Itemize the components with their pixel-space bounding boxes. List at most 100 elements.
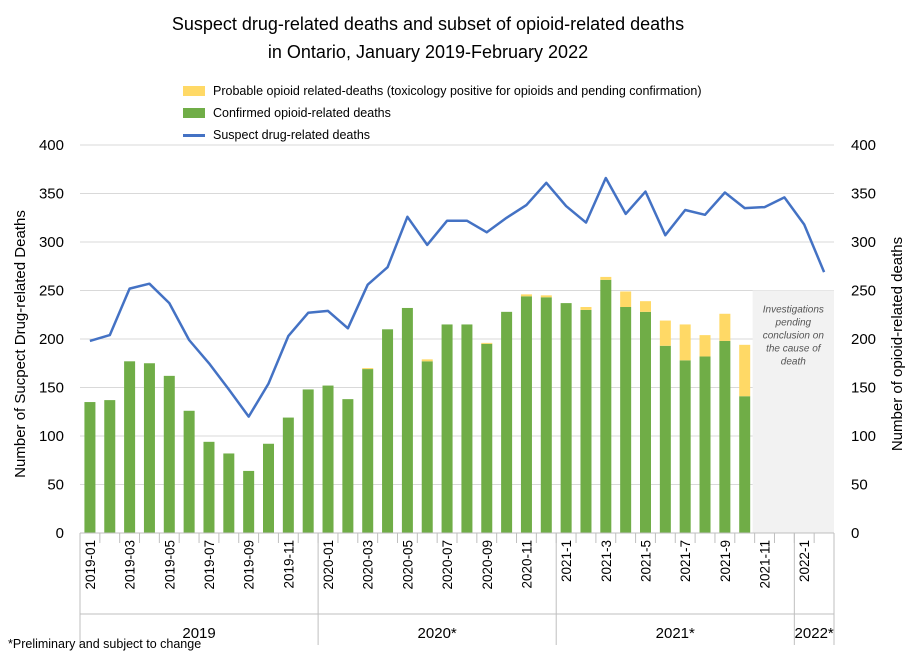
bar-confirmed-2021-6 — [659, 345, 671, 533]
y-tick-left-0: 0 — [56, 525, 64, 542]
legend-item-confirmed: Confirmed opioid-related deaths — [183, 102, 702, 124]
bar-confirmed-2020-11 — [520, 296, 532, 533]
x-tick-label-2020-05: 2020-05 — [400, 540, 415, 590]
y-tick-left-3: 150 — [39, 380, 64, 397]
y-tick-right-4: 200 — [851, 331, 876, 348]
x-tick-label-2021-11: 2021-11 — [758, 540, 773, 589]
bar-probable-2020-11 — [520, 294, 532, 297]
bar-probable-2021-8 — [699, 335, 711, 357]
bar-confirmed-2021-4 — [620, 306, 632, 533]
bar-confirmed-2021-9 — [719, 340, 731, 533]
y-tick-left-8: 400 — [39, 137, 64, 154]
y-tick-right-6: 300 — [851, 234, 876, 251]
legend-label-probable: Probable opioid related-deaths (toxicolo… — [213, 84, 702, 98]
bar-probable-2021-9 — [719, 313, 731, 341]
bar-confirmed-2020-05 — [401, 307, 413, 533]
y-tick-right-8: 400 — [851, 137, 876, 154]
x-tick-label-2020-07: 2020-07 — [440, 540, 455, 590]
bar-probable-2021-6 — [659, 320, 671, 346]
bar-confirmed-2020-02 — [342, 399, 354, 533]
legend-item-probable: Probable opioid related-deaths (toxicolo… — [183, 80, 702, 102]
x-tick-label-2021-5: 2021-5 — [639, 540, 654, 582]
y-tick-right-0: 0 — [851, 525, 859, 542]
bar-probable-2021-2 — [580, 306, 592, 310]
bar-probable-2021-5 — [640, 301, 651, 312]
legend-swatch-probable — [183, 86, 205, 96]
bar-confirmed-2019-03 — [124, 361, 136, 533]
bar-confirmed-2019-11 — [282, 417, 294, 533]
bar-confirmed-2021-3 — [600, 279, 612, 533]
y-tick-right-1: 50 — [851, 477, 868, 494]
bar-confirmed-2021-8 — [699, 356, 711, 533]
year-label-2: 2021* — [656, 625, 695, 642]
bar-confirmed-2020-12 — [540, 297, 552, 533]
x-tick-label-2021-7: 2021-7 — [678, 540, 693, 582]
bar-confirmed-2019-12 — [302, 389, 314, 533]
bar-confirmed-2021-5 — [640, 311, 651, 533]
bar-probable-2020-03 — [362, 368, 374, 370]
bar-probable-2020-06 — [421, 359, 433, 362]
x-tick-label-2019-03: 2019-03 — [123, 540, 138, 590]
x-tick-label-2020-03: 2020-03 — [361, 540, 376, 590]
y-tick-left-7: 350 — [39, 186, 64, 203]
x-tick-label-2021-1: 2021-1 — [559, 540, 574, 582]
x-tick-label-2019-11: 2019-11 — [281, 540, 296, 589]
legend: Probable opioid related-deaths (toxicolo… — [183, 80, 702, 146]
legend-label-suspect: Suspect drug-related deaths — [213, 128, 371, 142]
bar-confirmed-2021-10 — [739, 396, 751, 533]
bar-confirmed-2019-07 — [203, 441, 215, 533]
chart-title: Suspect drug-related deaths and subset o… — [0, 10, 856, 66]
y-tick-left-1: 50 — [47, 477, 64, 494]
bar-confirmed-2019-09 — [243, 470, 255, 533]
x-tick-label-2021-3: 2021-3 — [599, 540, 614, 582]
y-tick-right-5: 250 — [851, 283, 876, 300]
y-tick-right-7: 350 — [851, 186, 876, 203]
y-tick-left-2: 100 — [39, 428, 64, 445]
bar-confirmed-2020-09 — [481, 343, 493, 533]
bar-confirmed-2021-2 — [580, 309, 592, 533]
bar-probable-2021-3 — [600, 276, 612, 280]
bar-confirmed-2020-08 — [461, 324, 473, 533]
bar-confirmed-2020-01 — [322, 385, 334, 533]
bar-confirmed-2021-1 — [560, 303, 572, 533]
year-label-0: 2019 — [182, 625, 215, 642]
bar-probable-2021-10 — [739, 344, 751, 397]
y-tick-right-3: 150 — [851, 380, 876, 397]
x-tick-label-2019-09: 2019-09 — [242, 540, 257, 590]
bar-probable-2021-7 — [679, 324, 691, 361]
bar-confirmed-2020-07 — [441, 324, 453, 533]
bar-confirmed-2019-08 — [223, 453, 235, 533]
legend-swatch-suspect — [183, 133, 205, 137]
bar-confirmed-2019-06 — [183, 410, 195, 533]
line-suspect-deaths — [89, 176, 826, 418]
bar-probable-2021-4 — [620, 291, 632, 307]
legend-label-confirmed: Confirmed opioid-related deaths — [213, 106, 391, 120]
y-axis-title-right: Number of opioid-related deaths — [889, 237, 906, 451]
chart-title-line-1: Suspect drug-related deaths and subset o… — [171, 14, 685, 34]
bar-confirmed-2020-06 — [421, 361, 433, 533]
x-tick-label-2019-05: 2019-05 — [162, 540, 177, 590]
bar-confirmed-2019-05 — [163, 375, 175, 533]
x-tick-label-2020-01: 2020-01 — [321, 540, 336, 590]
legend-item-suspect: Suspect drug-related deaths — [183, 124, 702, 146]
footnote: *Preliminary and subject to change — [8, 637, 202, 651]
annotation-box — [752, 290, 834, 533]
bar-confirmed-2020-10 — [501, 311, 513, 533]
bar-confirmed-2019-10 — [263, 443, 274, 533]
bar-confirmed-2019-01 — [84, 402, 96, 533]
legend-swatch-confirmed — [183, 108, 205, 118]
x-tick-label-2019-07: 2019-07 — [202, 540, 217, 590]
bar-probable-2020-12 — [540, 295, 552, 298]
x-tick-label-2020-11: 2020-11 — [519, 540, 534, 589]
year-label-3: 2022* — [795, 625, 834, 642]
y-axis-title-left: Number of Sucpect Drug-related Deaths — [12, 210, 29, 478]
x-tick-label-2022-1: 2022-1 — [797, 540, 812, 582]
x-tick-label-2020-09: 2020-09 — [480, 540, 495, 590]
chart-title-line-2: in Ontario, January 2019-February 2022 — [267, 42, 589, 62]
x-tick-label-2019-01: 2019-01 — [83, 540, 98, 590]
bar-confirmed-2021-7 — [679, 360, 691, 533]
year-label-1: 2020* — [418, 625, 457, 642]
bar-confirmed-2020-03 — [362, 369, 374, 533]
bar-confirmed-2019-04 — [143, 363, 155, 533]
